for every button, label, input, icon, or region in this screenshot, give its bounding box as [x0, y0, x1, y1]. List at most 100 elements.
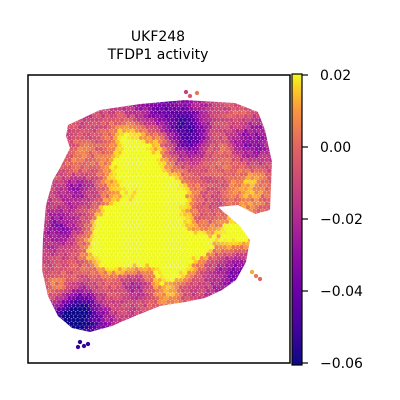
- spot: [268, 128, 272, 133]
- spot: [227, 332, 231, 336]
- spot: [218, 150, 223, 155]
- spot: [90, 321, 95, 326]
- spot: [52, 263, 57, 268]
- spot: [226, 325, 232, 330]
- spot: [201, 150, 207, 155]
- spot: [266, 197, 272, 203]
- spot: [98, 277, 104, 283]
- spot: [203, 205, 209, 210]
- spot: [44, 285, 49, 290]
- spot: [189, 259, 194, 264]
- spot: [88, 186, 93, 192]
- spot: [264, 165, 270, 170]
- spot: [61, 270, 66, 275]
- spot: [96, 310, 102, 315]
- spot: [233, 197, 238, 203]
- spot: [134, 223, 139, 228]
- spot: [44, 154, 49, 159]
- spot: [75, 215, 81, 221]
- spot: [197, 172, 202, 177]
- spot: [121, 186, 127, 192]
- spot: [50, 281, 55, 286]
- spot: [73, 328, 78, 332]
- spot: [124, 270, 129, 275]
- spot: [36, 322, 40, 326]
- spot: [216, 248, 221, 254]
- spot: [132, 139, 137, 144]
- spot: [50, 288, 55, 294]
- spot: [275, 322, 279, 326]
- spot: [222, 237, 228, 243]
- spot: [229, 161, 234, 166]
- spot: [124, 226, 129, 232]
- spot: [90, 154, 95, 159]
- spot: [77, 100, 83, 101]
- spot: [117, 230, 123, 235]
- spot: [172, 259, 177, 264]
- spot: [201, 252, 207, 257]
- spot: [260, 114, 265, 119]
- spot: [111, 168, 116, 173]
- spot: [115, 256, 120, 261]
- spot: [233, 146, 238, 152]
- spot: [92, 143, 97, 148]
- spot: [124, 306, 129, 312]
- spot: [224, 328, 230, 332]
- spot: [105, 208, 110, 213]
- spot: [46, 303, 51, 308]
- spot: [163, 259, 169, 264]
- spot: [218, 266, 223, 272]
- spot: [226, 201, 232, 206]
- spot: [42, 197, 45, 203]
- spot: [111, 197, 116, 203]
- spot: [92, 303, 97, 308]
- spot: [208, 124, 213, 130]
- spot: [262, 285, 267, 290]
- spot: [231, 252, 236, 257]
- spot: [52, 183, 57, 188]
- spot: [128, 117, 133, 122]
- spot: [73, 306, 78, 312]
- spot: [54, 128, 60, 133]
- spot: [237, 292, 242, 297]
- spot: [42, 194, 47, 199]
- spot: [252, 157, 257, 163]
- spot: [235, 296, 240, 301]
- spot: [42, 100, 47, 104]
- spot: [61, 124, 66, 130]
- spot: [182, 277, 188, 283]
- spot: [71, 201, 76, 206]
- spot: [275, 110, 279, 114]
- spot: [149, 183, 154, 188]
- spot: [189, 100, 194, 104]
- spot: [262, 183, 267, 188]
- spot: [82, 285, 87, 290]
- spot: [36, 169, 40, 173]
- spot: [187, 212, 192, 217]
- spot: [273, 252, 277, 256]
- spot: [224, 306, 230, 312]
- spot: [260, 165, 265, 170]
- spot: [184, 223, 190, 228]
- spot: [134, 194, 139, 199]
- spot: [56, 299, 62, 304]
- spot: [147, 100, 152, 104]
- spot: [189, 194, 194, 199]
- spot: [153, 205, 158, 210]
- spot: [191, 292, 196, 297]
- spot: [256, 150, 261, 155]
- spot: [214, 303, 219, 308]
- spot: [199, 292, 204, 297]
- spot: [161, 183, 167, 188]
- spot: [140, 168, 146, 173]
- spot: [201, 114, 207, 119]
- spot: [136, 161, 141, 166]
- spot: [82, 306, 87, 312]
- spot: [184, 143, 190, 148]
- spot: [208, 190, 213, 195]
- spot: [69, 205, 74, 210]
- spot: [136, 205, 141, 210]
- spot: [147, 208, 152, 213]
- spot: [115, 146, 120, 152]
- spot: [140, 299, 146, 304]
